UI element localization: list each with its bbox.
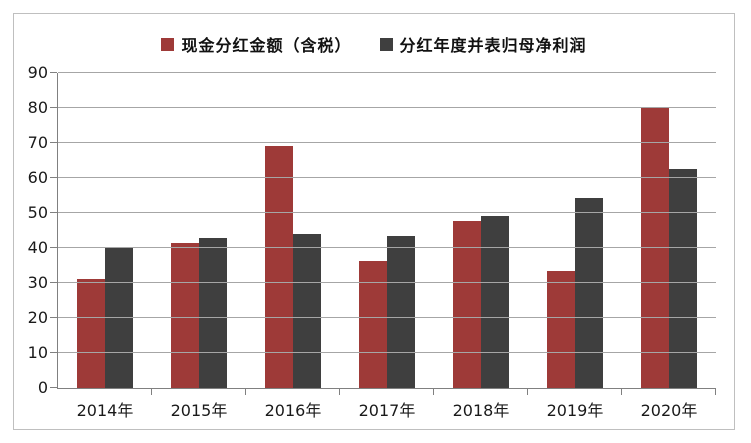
bar-group-2014年 — [58, 73, 152, 388]
bar-net-profit-2017年 — [387, 236, 415, 388]
gridline-y-30 — [58, 282, 716, 283]
legend-item-cash-dividend: 现金分红金额（含税） — [161, 32, 351, 56]
x-axis-label-2017年: 2017年 — [358, 401, 416, 420]
x-axis-label-2015年: 2015年 — [170, 401, 228, 420]
chart-border-frame: 现金分红金额（含税） 分红年度并表归母净利润 2014年 2015年 2016年 20… — [13, 13, 735, 430]
bar-group-2019年 — [528, 73, 622, 388]
x-tick-1 — [150, 389, 152, 395]
y-axis-label-70: 70 — [27, 133, 48, 152]
bar-cash-dividend-2017年 — [359, 260, 387, 388]
bar-cash-dividend-2015年 — [171, 243, 199, 388]
gridline-y-10 — [58, 352, 716, 354]
y-axis-label-20: 20 — [27, 308, 48, 328]
y-axis-label-90: 90 — [27, 63, 48, 82]
gridline-y-20 — [58, 317, 716, 319]
legend-label-cash-dividend: 现金分红金额（含税） — [181, 36, 352, 55]
gridline-y-60 — [58, 177, 716, 178]
x-tick-4 — [432, 389, 434, 395]
y-axis-label-0: 0 — [37, 378, 48, 397]
bar-net-profit-2018年 — [481, 215, 509, 388]
gridline-y-90 — [58, 72, 716, 73]
y-tick-40 — [50, 247, 57, 249]
x-tick-3 — [339, 389, 340, 395]
gridline-y-70 — [58, 142, 716, 143]
y-axis-label-10: 10 — [27, 343, 48, 363]
bar-cash-dividend-2014年 — [77, 278, 105, 388]
gridline-y-40 — [58, 247, 716, 249]
bar-group-2016年 — [246, 73, 340, 388]
bar-net-profit-2019年 — [575, 198, 603, 388]
y-axis-label-80: 80 — [27, 98, 48, 118]
y-tick-20 — [50, 317, 57, 319]
y-tick-80 — [50, 107, 57, 109]
bar-net-profit-2015年 — [199, 238, 227, 388]
gridline-y-80 — [58, 107, 716, 109]
bar-net-profit-2020年 — [669, 168, 697, 388]
bar-groups — [58, 73, 716, 388]
y-tick-0 — [50, 387, 57, 388]
y-axis-label-50: 50 — [27, 203, 48, 222]
x-tick-5 — [527, 389, 528, 395]
plot-area: 2014年 2015年 2016年 2017年 2018年 2019年 2020年 0 10 2… — [28, 65, 716, 420]
y-axis-label-60: 60 — [27, 168, 48, 187]
y-tick-30 — [50, 282, 57, 283]
legend-swatch-net-profit — [379, 37, 393, 51]
chart-legend: 现金分红金额（含税） 分红年度并表归母净利润 — [14, 32, 734, 56]
legend-swatch-cash-dividend — [161, 37, 175, 51]
y-tick-60 — [50, 177, 57, 178]
y-tick-50 — [50, 212, 57, 213]
y-tick-70 — [50, 142, 57, 143]
bar-cash-dividend-2018年 — [453, 221, 481, 388]
x-axis-label-2020年: 2020年 — [640, 401, 698, 420]
y-tick-10 — [50, 352, 57, 354]
bar-group-2017年 — [340, 73, 434, 388]
bar-group-2020年 — [622, 73, 716, 388]
bar-group-2015年 — [152, 73, 246, 388]
legend-label-net-profit: 分红年度并表归母净利润 — [399, 36, 587, 55]
bar-net-profit-2016年 — [293, 233, 321, 388]
x-tick-2 — [244, 389, 246, 395]
x-axis-label-2016年: 2016年 — [264, 401, 322, 420]
y-axis-label-30: 30 — [27, 273, 48, 292]
gridline-y-50 — [58, 212, 716, 213]
bar-cash-dividend-2019年 — [547, 271, 575, 388]
y-axis-label-40: 40 — [27, 238, 48, 258]
x-axis-label-2018年: 2018年 — [452, 401, 510, 420]
y-tick-90 — [50, 72, 57, 73]
x-tick-6 — [621, 389, 622, 395]
legend-item-net-profit: 分红年度并表归母净利润 — [379, 32, 587, 56]
x-axis-labels: 2014年 2015年 2016年 2017年 2018年 2019年 2020年 — [58, 397, 716, 421]
bar-group-2018年 — [434, 73, 528, 388]
x-tick-7 — [715, 389, 716, 395]
bar-cash-dividend-2016年 — [265, 145, 293, 388]
x-axis-label-2014年: 2014年 — [76, 401, 134, 420]
x-axis-label-2019年: 2019年 — [546, 401, 604, 420]
